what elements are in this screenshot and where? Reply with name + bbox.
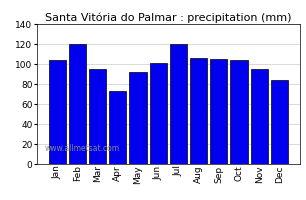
Bar <box>109 91 126 164</box>
Bar <box>89 69 106 164</box>
Text: www.allmetsat.com: www.allmetsat.com <box>45 144 120 153</box>
Title: Santa Vitória do Palmar : precipitation (mm): Santa Vitória do Palmar : precipitation … <box>45 13 292 23</box>
Bar <box>271 80 288 164</box>
Bar <box>251 69 268 164</box>
Bar <box>170 44 187 164</box>
Bar <box>150 63 167 164</box>
Bar <box>230 60 248 164</box>
Bar <box>129 72 147 164</box>
Bar <box>49 60 66 164</box>
Bar <box>210 59 227 164</box>
Bar <box>190 58 207 164</box>
Bar <box>69 44 86 164</box>
